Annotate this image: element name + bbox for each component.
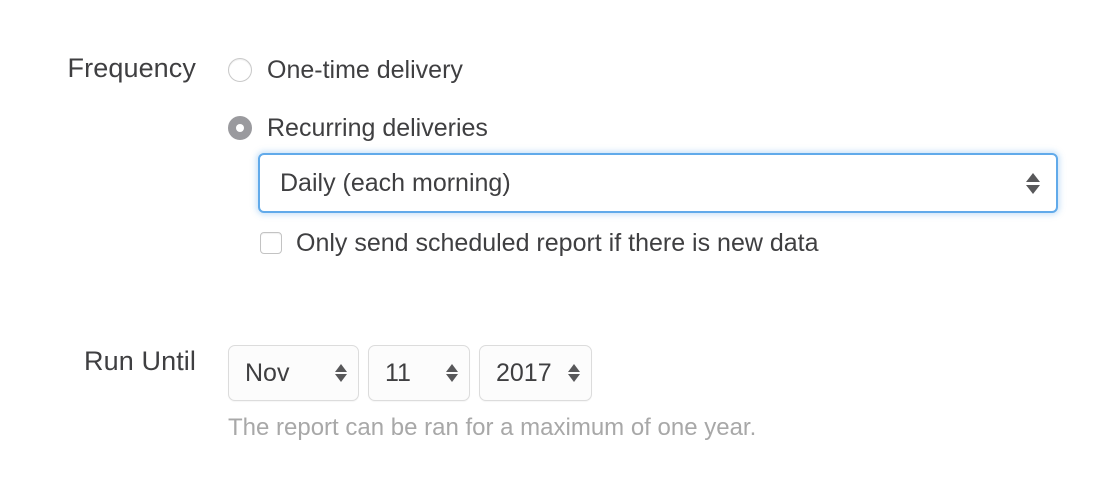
new-data-checkbox-label: Only send scheduled report if there is n…: [296, 229, 819, 257]
schedule-frequency-select[interactable]: Daily (each morning): [258, 153, 1058, 213]
radio-recurring-label: Recurring deliveries: [267, 114, 488, 142]
run-until-controls: Nov 11 2017: [228, 345, 756, 442]
frequency-label: Frequency: [67, 53, 196, 83]
year-stepper-icon[interactable]: [568, 364, 580, 382]
triangle-up-icon: [1026, 172, 1040, 182]
new-data-checkbox-row[interactable]: Only send scheduled report if there is n…: [260, 228, 819, 258]
triangle-up-icon: [568, 364, 580, 372]
month-stepper-icon[interactable]: [335, 364, 347, 382]
triangle-down-icon: [1026, 184, 1040, 194]
triangle-down-icon: [568, 374, 580, 382]
run-until-month-select[interactable]: Nov: [228, 345, 359, 401]
radio-option-recurring[interactable]: Recurring deliveries: [228, 110, 488, 146]
run-until-date-group: Nov 11 2017: [228, 345, 756, 401]
run-until-year-value: 2017: [496, 359, 552, 387]
chevron-up-down-icon[interactable]: [1026, 172, 1040, 194]
triangle-down-icon: [446, 374, 458, 382]
radio-one-time-icon[interactable]: [228, 58, 252, 82]
run-until-label: Run Until: [84, 346, 196, 376]
run-until-day-select[interactable]: 11: [368, 345, 470, 401]
run-until-year-select[interactable]: 2017: [479, 345, 592, 401]
radio-option-one-time[interactable]: One-time delivery: [228, 52, 488, 88]
triangle-up-icon: [446, 364, 458, 372]
radio-recurring-icon[interactable]: [228, 116, 252, 140]
radio-one-time-label: One-time delivery: [267, 56, 463, 84]
new-data-checkbox[interactable]: [260, 232, 282, 254]
schedule-frequency-value: Daily (each morning): [280, 169, 511, 197]
frequency-row: Frequency One-time delivery Recurring de…: [0, 52, 1058, 257]
frequency-controls: One-time delivery Recurring deliveries D…: [228, 52, 1058, 257]
run-until-day-value: 11: [385, 359, 411, 387]
triangle-down-icon: [335, 374, 347, 382]
run-until-row: Run Until Nov 11: [0, 345, 756, 442]
run-until-helper-text: The report can be ran for a maximum of o…: [228, 414, 757, 441]
day-stepper-icon[interactable]: [446, 364, 458, 382]
run-until-month-value: Nov: [245, 359, 290, 387]
triangle-up-icon: [335, 364, 347, 372]
